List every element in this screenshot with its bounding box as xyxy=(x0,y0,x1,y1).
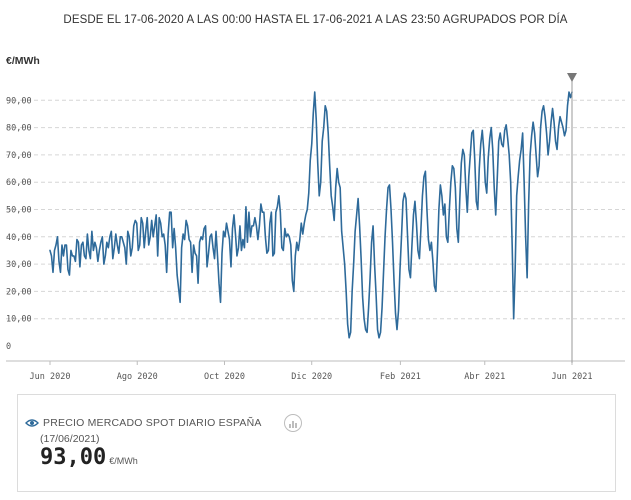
y-tick-label: 50,00 xyxy=(6,206,32,216)
x-tick-label: Dic 2020 xyxy=(291,372,332,382)
x-tick-label: Jun 2020 xyxy=(30,372,71,382)
card-title: PRECIO MERCADO SPOT DIARIO ESPAÑA xyxy=(43,417,262,429)
y-axis-unit-label: €/MWh xyxy=(6,55,40,67)
card-title-row: PRECIO MERCADO SPOT DIARIO ESPAÑA xyxy=(25,417,262,429)
y-tick-label: 30,00 xyxy=(6,260,32,270)
y-tick-label: 90,00 xyxy=(6,96,32,106)
price-value: 93,00 xyxy=(40,445,107,470)
x-tick-label: Feb 2021 xyxy=(380,372,421,382)
x-tick-label: Oct 2020 xyxy=(204,372,245,382)
x-tick-label: Ago 2020 xyxy=(117,372,158,382)
card-date: (17/06/2021) xyxy=(40,433,100,445)
y-tick-label: 20,00 xyxy=(6,287,32,297)
chart-period-title: DESDE EL 17-06-2020 A LAS 00:00 HASTA EL… xyxy=(63,14,568,26)
y-tick-label: 0 xyxy=(6,342,11,352)
x-tick-label: Jun 2021 xyxy=(552,372,593,382)
series-line xyxy=(49,91,573,339)
y-tick-label: 70,00 xyxy=(6,151,32,161)
x-tick-label: Abr 2021 xyxy=(464,372,505,382)
price-line-chart[interactable]: 0 10,00 20,00 30,00 40,00 50,00 60,00 70,00 80,0… xyxy=(0,60,631,390)
y-tick-label: 80,00 xyxy=(6,124,32,134)
cursor-marker-icon[interactable] xyxy=(567,73,577,82)
bar-chart-glyph-icon xyxy=(289,420,297,428)
price-summary-card: PRECIO MERCADO SPOT DIARIO ESPAÑA (17/06… xyxy=(17,394,616,492)
y-tick-label: 40,00 xyxy=(6,233,32,243)
price-unit: €/MWh xyxy=(109,456,138,466)
y-tick-label: 60,00 xyxy=(6,178,32,188)
y-tick-label: 10,00 xyxy=(6,315,32,325)
eye-icon[interactable] xyxy=(25,418,39,428)
card-value-row: 93,00 €/MWh xyxy=(40,445,138,470)
chart-icon[interactable] xyxy=(284,414,302,432)
